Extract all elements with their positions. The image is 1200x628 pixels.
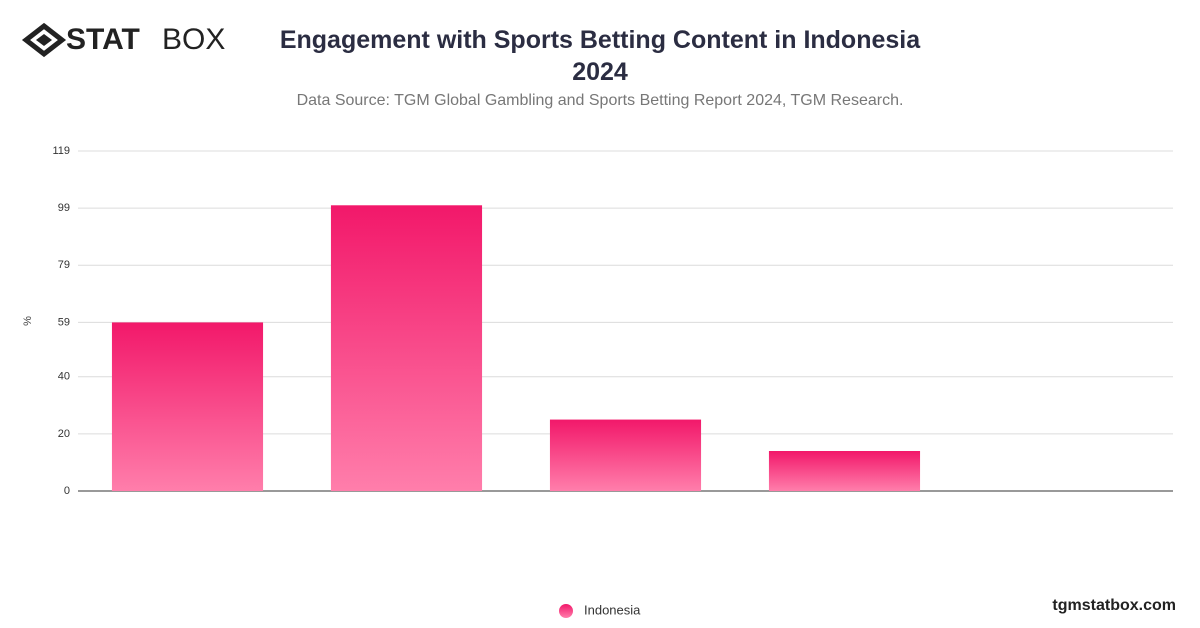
- legend-swatch: [559, 604, 573, 618]
- y-tick-label: 20: [58, 428, 70, 440]
- y-tick-label: 40: [58, 371, 70, 383]
- logo-light: BOX: [162, 23, 225, 56]
- chart-title: Engagement with Sports Betting Content i…: [279, 26, 921, 86]
- bar: [549, 419, 702, 491]
- bar: [111, 322, 264, 491]
- bar: [768, 451, 921, 491]
- footer: tgmstatbox.com: [1052, 597, 1176, 614]
- y-tick-label: 0: [64, 485, 70, 497]
- legend-label: Indonesia: [584, 602, 641, 617]
- y-axis-label: %: [22, 316, 34, 326]
- y-tick-label: 59: [58, 316, 70, 328]
- y-tick-label: 99: [58, 202, 70, 214]
- y-tick-label: 79: [58, 259, 70, 271]
- logo-icon: [21, 22, 67, 58]
- bar: [330, 205, 483, 492]
- y-tick-label: 119: [52, 145, 70, 157]
- chart-subtitle: Data Source: TGM Global Gambling and Spo…: [296, 92, 904, 109]
- logo-bold: STAT: [66, 23, 140, 56]
